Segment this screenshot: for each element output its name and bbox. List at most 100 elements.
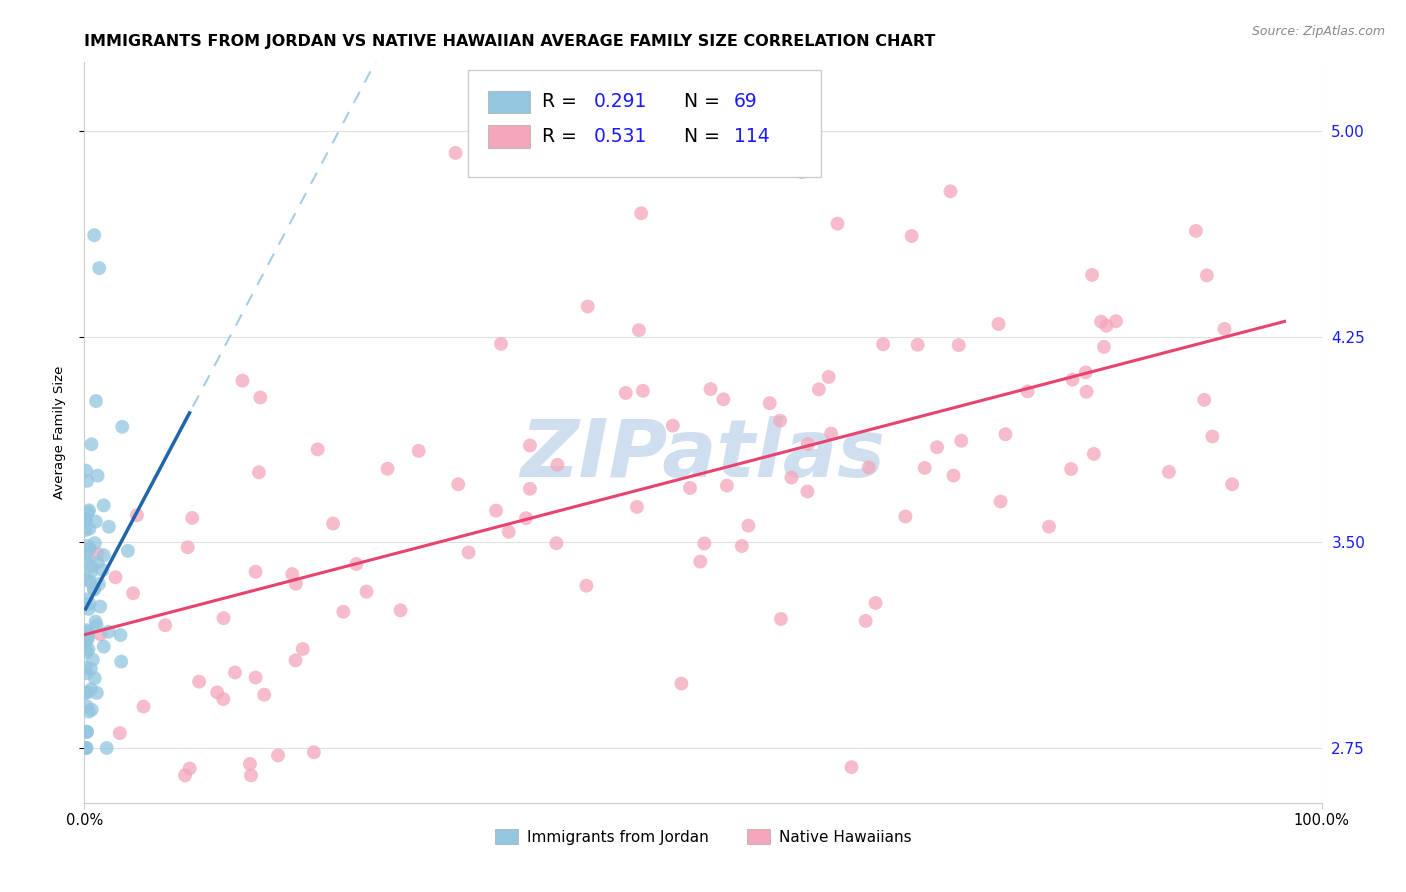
Point [758, 396, 780, 410]
Text: Source: ZipAtlas.com: Source: ZipAtlas.com [1251, 25, 1385, 38]
Point [519, 482, 541, 496]
Point [77, 629, 100, 643]
Text: 0.291: 0.291 [595, 92, 648, 112]
Point [80, 682, 103, 697]
Point [796, 484, 818, 499]
Text: 114: 114 [734, 127, 769, 146]
Point [662, 418, 685, 433]
Point [76, 741, 98, 756]
Point [76, 573, 98, 587]
Point [1081, 268, 1104, 282]
Point [408, 443, 430, 458]
Point [627, 323, 650, 337]
Point [77, 602, 100, 616]
Point [307, 442, 329, 457]
Text: 0.531: 0.531 [595, 127, 648, 146]
Point [987, 317, 1010, 331]
Point [83, 671, 105, 685]
Point [948, 338, 970, 352]
Point [79, 522, 101, 536]
Point [86, 686, 108, 700]
Point [212, 692, 235, 706]
Point [1074, 365, 1097, 379]
Point [1038, 519, 1060, 533]
Point [245, 671, 267, 685]
Point [89, 261, 111, 276]
Point [1076, 384, 1098, 399]
Point [205, 685, 228, 699]
Point [689, 555, 711, 569]
Point [111, 419, 134, 434]
Point [89, 599, 111, 614]
Point [302, 745, 325, 759]
Point [699, 382, 721, 396]
Point [75, 686, 97, 700]
Point [1185, 224, 1208, 238]
Point [519, 438, 541, 452]
Point [125, 508, 148, 523]
Point [671, 676, 693, 690]
Point [575, 579, 598, 593]
Point [249, 391, 271, 405]
Point [894, 509, 917, 524]
Point [489, 337, 512, 351]
Point [626, 500, 648, 514]
Point [75, 553, 97, 567]
Point [990, 494, 1012, 508]
Point [188, 674, 211, 689]
Point [716, 478, 738, 492]
Point [1195, 268, 1218, 283]
Point [485, 503, 508, 517]
Point [84, 394, 107, 409]
Text: ZIPatlas: ZIPatlas [520, 416, 886, 494]
Point [93, 499, 115, 513]
Point [900, 229, 922, 244]
Point [631, 384, 654, 398]
Text: R =: R = [543, 127, 583, 146]
Point [83, 582, 105, 596]
Point [807, 383, 830, 397]
Point [97, 624, 120, 639]
Point [80, 566, 103, 580]
Point [75, 635, 97, 649]
Point [76, 632, 98, 646]
Point [93, 640, 115, 654]
Point [77, 503, 100, 517]
Point [515, 511, 537, 525]
FancyBboxPatch shape [488, 91, 530, 112]
Text: R =: R = [543, 92, 583, 112]
Point [546, 536, 568, 550]
Point [117, 544, 139, 558]
Point [76, 547, 98, 561]
Point [75, 464, 97, 478]
Point [1083, 447, 1105, 461]
Point [84, 515, 107, 529]
Text: N =: N = [685, 127, 727, 146]
Point [75, 660, 97, 674]
Point [267, 748, 290, 763]
Point [84, 615, 107, 629]
Point [93, 548, 115, 562]
Point [284, 653, 307, 667]
Point [858, 460, 880, 475]
Legend: Immigrants from Jordan, Native Hawaiians: Immigrants from Jordan, Native Hawaiians [488, 822, 918, 851]
Point [1062, 372, 1084, 386]
Point [240, 768, 263, 782]
Point [820, 426, 842, 441]
Text: IMMIGRANTS FROM JORDAN VS NATIVE HAWAIIAN AVERAGE FAMILY SIZE CORRELATION CHART: IMMIGRANTS FROM JORDAN VS NATIVE HAWAIIA… [84, 34, 936, 49]
Point [332, 605, 354, 619]
Point [179, 762, 201, 776]
Point [76, 699, 98, 714]
Point [153, 618, 176, 632]
Point [76, 627, 98, 641]
Point [457, 545, 479, 559]
Point [389, 603, 412, 617]
Point [76, 592, 98, 607]
Point [76, 645, 98, 659]
Point [245, 565, 267, 579]
Point [797, 437, 820, 451]
Point [1194, 392, 1216, 407]
Point [1105, 314, 1128, 328]
Point [177, 541, 200, 555]
Point [872, 337, 894, 351]
